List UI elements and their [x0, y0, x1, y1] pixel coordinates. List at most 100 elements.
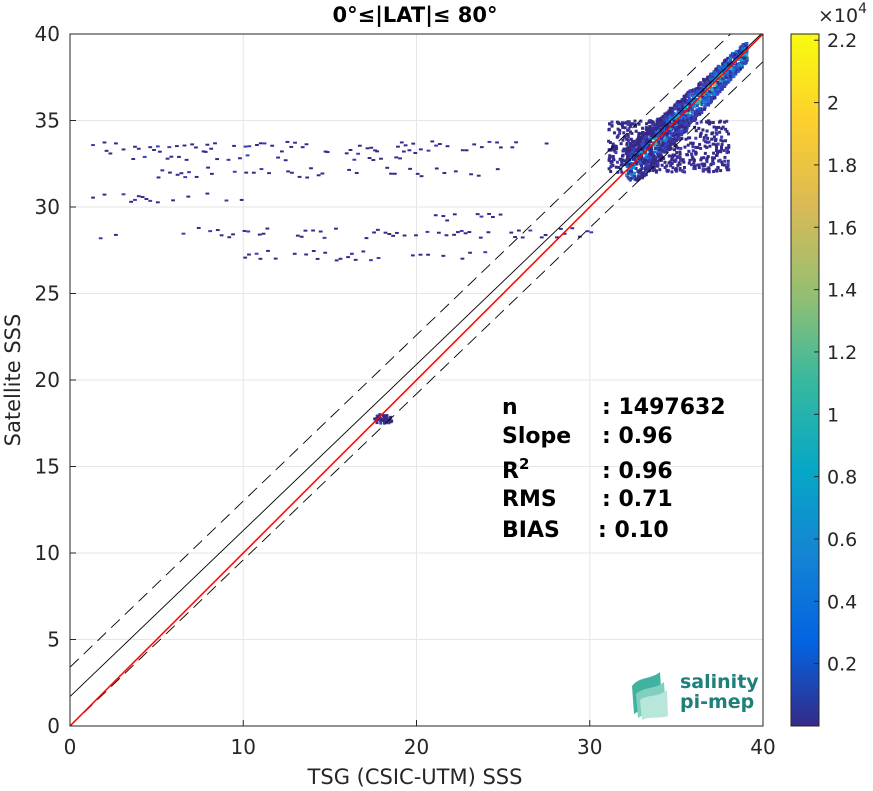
density-cell [182, 144, 187, 147]
density-cell [660, 143, 664, 147]
density-cell [621, 158, 625, 162]
density-cell [691, 149, 695, 153]
density-cell [608, 154, 612, 158]
density-cell [261, 232, 266, 235]
density-cell [367, 157, 372, 160]
density-cell [686, 91, 690, 95]
density-cell [626, 133, 630, 137]
density-cell [703, 93, 707, 97]
density-cell [682, 160, 686, 164]
density-cell [699, 133, 703, 137]
density-cell [628, 148, 632, 152]
density-cell [621, 125, 625, 129]
density-cell [266, 249, 270, 252]
density-cell [619, 157, 623, 161]
density-cell [718, 149, 722, 153]
density-cell [378, 416, 382, 420]
density-cell [385, 166, 390, 169]
density-cell [300, 146, 305, 149]
density-cell [657, 133, 661, 137]
density-cell [627, 139, 631, 143]
density-cell [705, 160, 709, 164]
density-cell [661, 138, 665, 142]
density-cell [743, 56, 747, 60]
density-cell [735, 52, 739, 56]
density-cell [736, 69, 740, 73]
density-cell [375, 150, 380, 153]
density-cell [361, 250, 366, 253]
density-cell [452, 233, 457, 236]
density-cell [445, 145, 450, 148]
density-cell [683, 125, 687, 129]
density-cell [258, 142, 263, 145]
density-cell [637, 159, 641, 163]
density-cell [610, 124, 614, 128]
density-cell [646, 132, 650, 136]
density-cell [737, 63, 741, 67]
density-cell [414, 234, 418, 237]
density-cell [642, 140, 646, 144]
density-cell [675, 106, 679, 110]
density-cell [683, 117, 687, 121]
density-cell [639, 156, 643, 160]
density-cell [662, 126, 666, 130]
density-cell [722, 149, 726, 153]
density-cell [724, 75, 728, 79]
density-cell [433, 214, 438, 217]
density-cell [285, 140, 290, 143]
density-cell [721, 139, 725, 143]
density-cell [133, 198, 137, 201]
density-cell [633, 154, 637, 158]
density-cell [720, 163, 724, 167]
density-cell [669, 164, 673, 168]
density-cell [364, 237, 369, 240]
density-cell [318, 230, 323, 233]
density-cell [213, 142, 217, 145]
density-cell [697, 91, 701, 95]
density-cell [703, 107, 707, 111]
density-cell [650, 164, 654, 168]
density-cell [209, 147, 214, 150]
density-cell [668, 121, 672, 125]
stat-bias-label: BIAS [502, 518, 560, 543]
density-cell [674, 102, 678, 106]
density-cell [513, 236, 517, 239]
density-cell [699, 146, 703, 150]
density-cell [628, 125, 632, 129]
density-cell [664, 118, 668, 122]
density-cell [258, 257, 263, 260]
density-cell [741, 44, 745, 48]
density-cell [650, 128, 654, 132]
density-cell [723, 60, 727, 64]
colorbar-exponent: ×104 [818, 1, 867, 27]
density-cell [690, 102, 694, 106]
density-cell [700, 156, 704, 160]
density-cell [633, 123, 637, 127]
density-cell [707, 93, 711, 97]
density-cell [741, 56, 745, 60]
density-cell [608, 122, 612, 126]
density-cell [707, 166, 711, 170]
density-cell [703, 151, 707, 155]
density-cell [187, 171, 191, 174]
density-cell [671, 113, 675, 117]
stat-rms-label: RMS [502, 487, 557, 512]
density-cell [687, 115, 691, 119]
density-cell [685, 121, 689, 125]
density-cell [703, 104, 707, 108]
density-cell [639, 137, 643, 141]
density-cell [641, 137, 645, 141]
density-cell [712, 170, 716, 174]
upper-bound-line [69, 33, 731, 668]
logo-line2: pi-mep [680, 691, 754, 713]
density-cell [614, 165, 618, 169]
density-cell [699, 100, 703, 104]
density-cell [304, 253, 309, 256]
density-cell [627, 161, 631, 165]
density-cell [190, 143, 195, 146]
density-cell [203, 150, 208, 153]
density-cell [716, 64, 720, 68]
density-cell [681, 131, 685, 135]
density-cell [650, 165, 654, 169]
density-cell [722, 82, 726, 86]
